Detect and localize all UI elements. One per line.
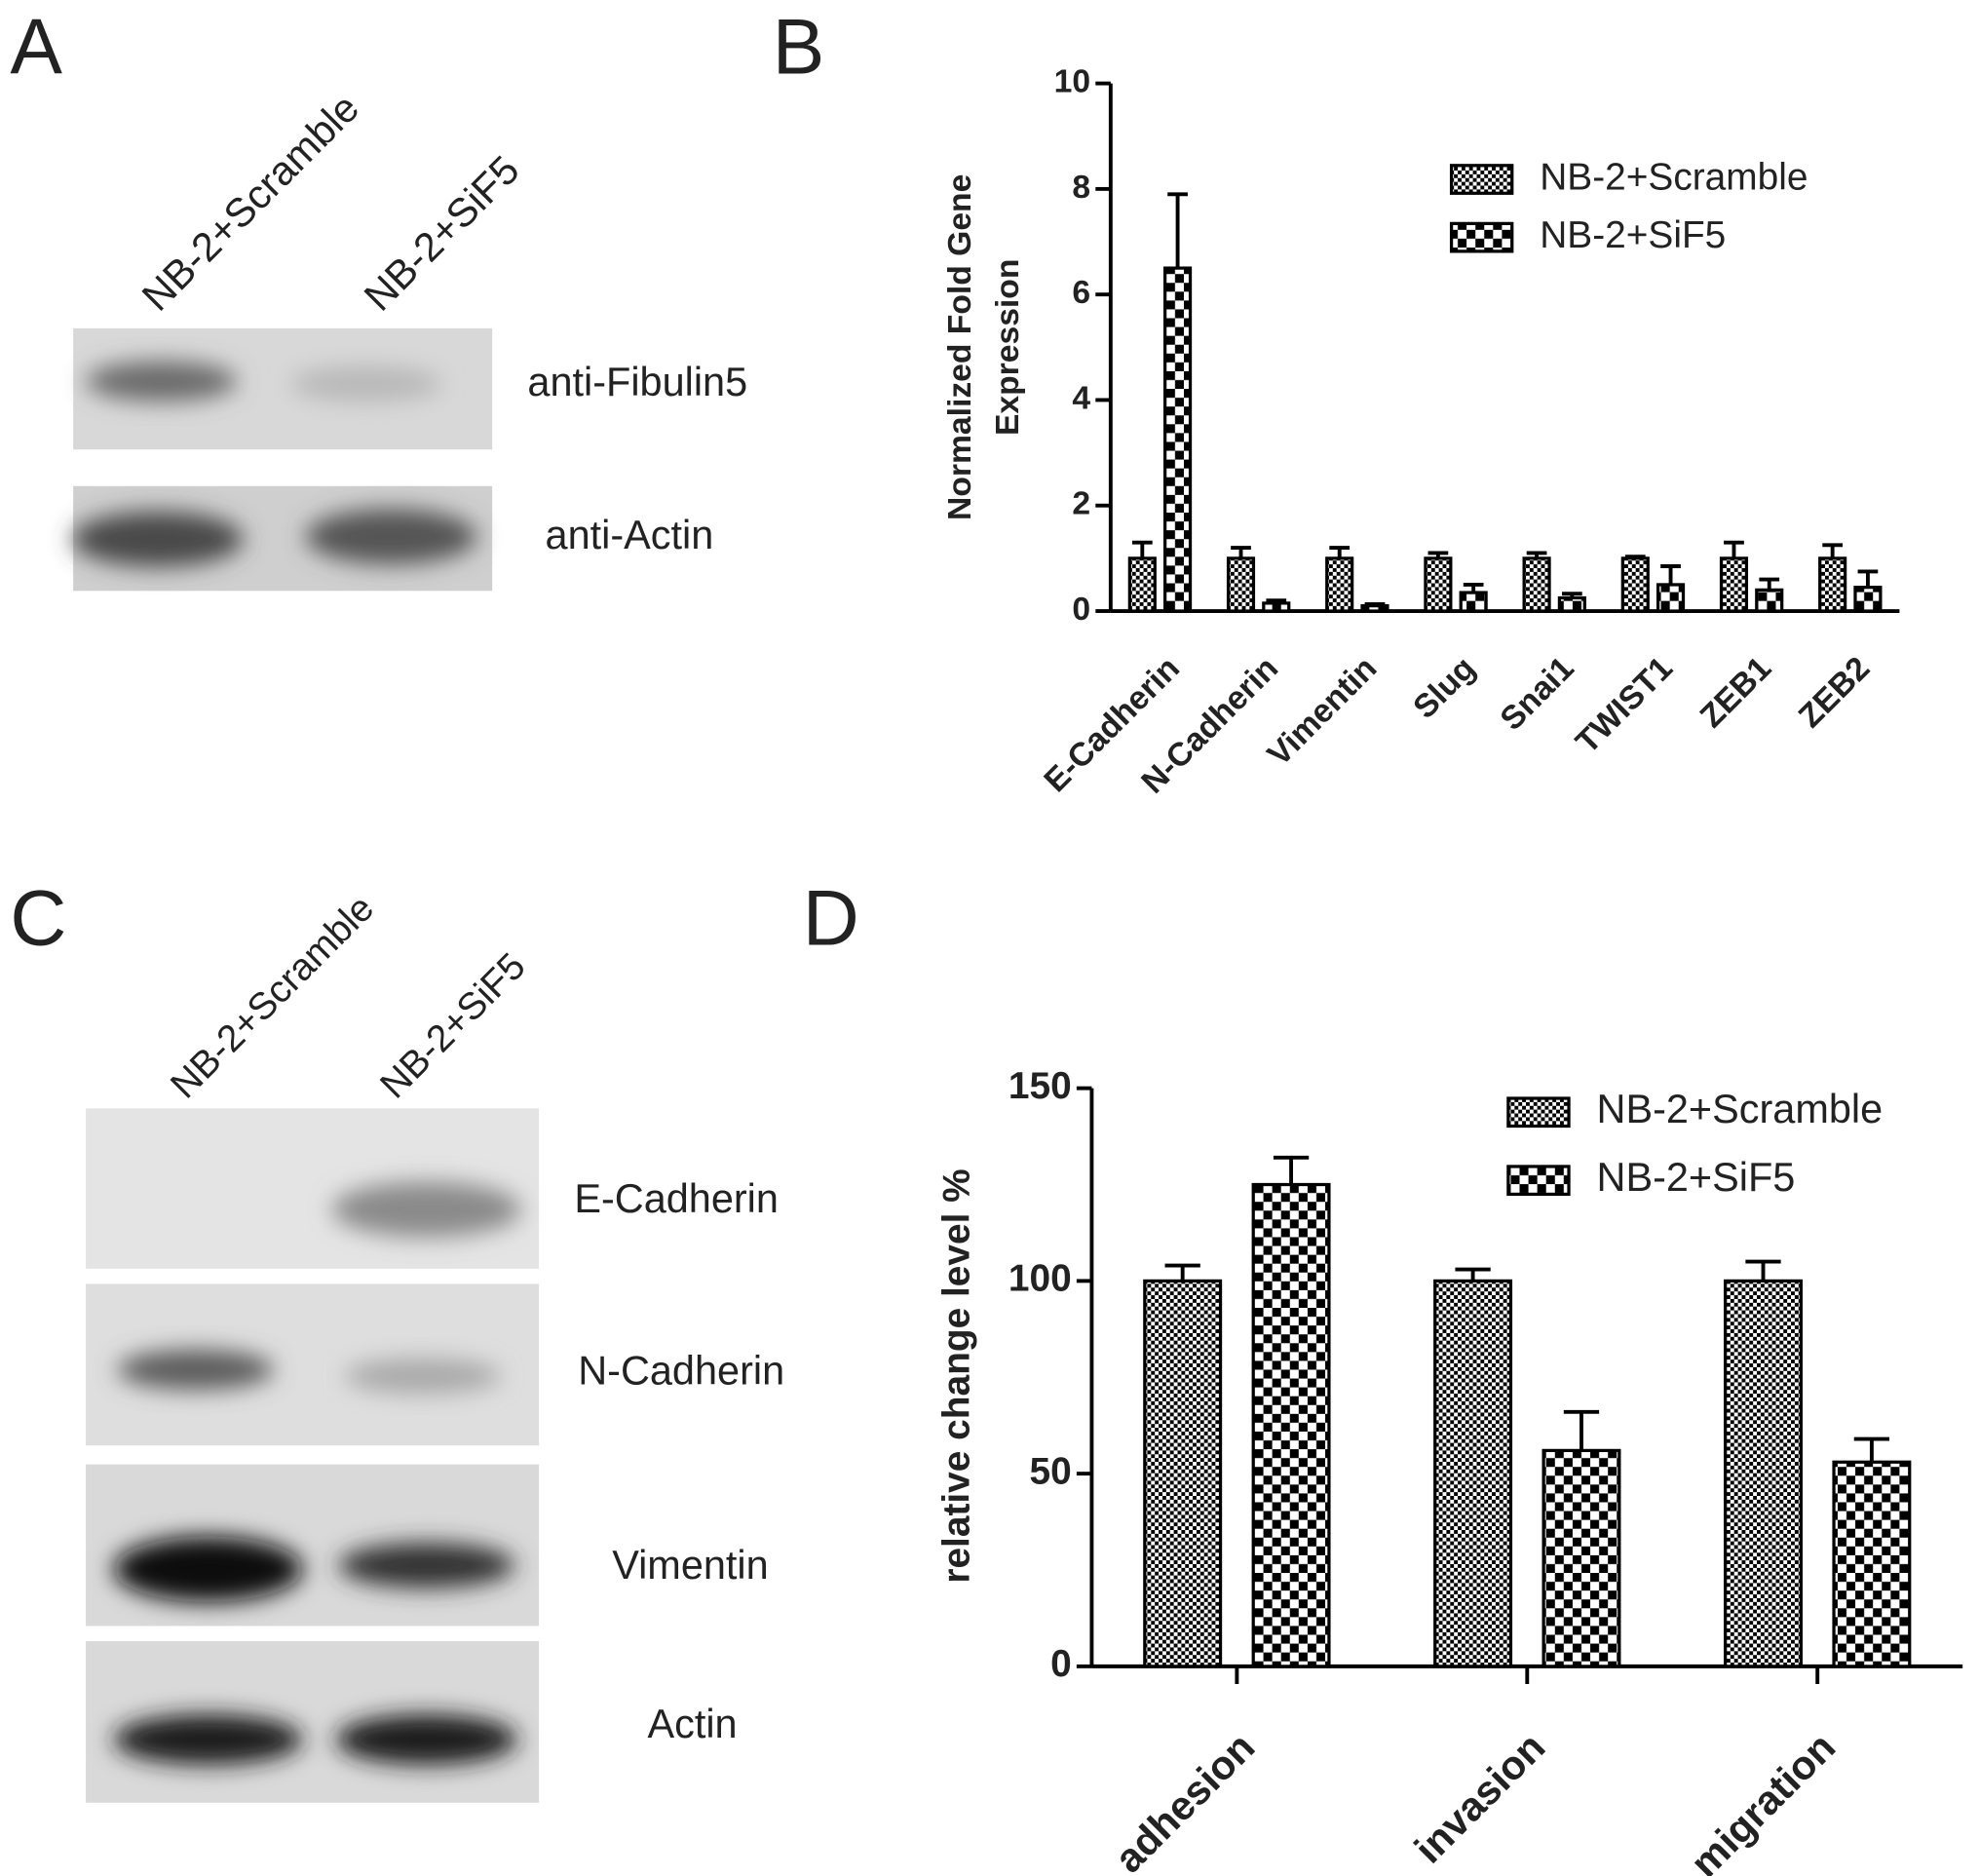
x-tick-label: Snai1 bbox=[1494, 650, 1581, 738]
legend-label: NB-2+Scramble bbox=[1540, 156, 1808, 198]
band bbox=[305, 509, 477, 565]
band bbox=[113, 1714, 303, 1765]
band bbox=[338, 1542, 515, 1589]
bar bbox=[1724, 1279, 1803, 1668]
bar bbox=[1522, 556, 1551, 613]
row-label: Vimentin bbox=[612, 1542, 768, 1588]
row-label: N-Cadherin bbox=[578, 1347, 784, 1393]
x-tick-label: TWIST1 bbox=[1569, 650, 1679, 760]
bar bbox=[1433, 1279, 1513, 1668]
y-tick-label: 0 bbox=[1050, 1643, 1072, 1685]
y-tick-label: 100 bbox=[1009, 1258, 1072, 1300]
y-tick-label: 0 bbox=[1072, 592, 1090, 628]
legend-label: NB-2+SiF5 bbox=[1540, 214, 1726, 256]
legend-label: NB-2+SiF5 bbox=[1597, 1154, 1796, 1200]
bar bbox=[1163, 266, 1193, 613]
lane-label: NB-2+Scramble bbox=[163, 887, 382, 1106]
bar bbox=[1755, 588, 1784, 613]
bar bbox=[1832, 1460, 1912, 1668]
band bbox=[117, 1349, 275, 1391]
panel-letter: C bbox=[10, 874, 66, 962]
bar bbox=[1719, 556, 1749, 613]
bar bbox=[1424, 556, 1453, 613]
lane-label: NB-2+SiF5 bbox=[355, 146, 527, 319]
x-tick-label: Vimentin bbox=[1261, 650, 1384, 773]
y-tick-label: 2 bbox=[1072, 486, 1090, 522]
bar bbox=[1325, 556, 1354, 613]
band bbox=[344, 1358, 502, 1395]
row-label: anti-Fibulin5 bbox=[527, 359, 747, 404]
row-label: anti-Actin bbox=[546, 512, 714, 557]
bar bbox=[1818, 556, 1847, 613]
lane-label: NB-2+SiF5 bbox=[372, 945, 534, 1107]
x-tick-label: migration bbox=[1682, 1723, 1845, 1876]
bar bbox=[1251, 1182, 1331, 1668]
panel-letter: B bbox=[773, 4, 825, 92]
bar bbox=[1143, 1279, 1223, 1668]
x-tick-label: ZEB1 bbox=[1694, 650, 1778, 735]
x-tick-label: Slug bbox=[1407, 650, 1483, 726]
y-tick-label: 8 bbox=[1072, 170, 1090, 206]
legend-swatch bbox=[1449, 164, 1514, 195]
row-label: E-Cadherin bbox=[574, 1175, 779, 1221]
band bbox=[335, 1714, 518, 1765]
bar bbox=[1541, 1448, 1621, 1668]
row-label: Actin bbox=[647, 1701, 737, 1746]
band bbox=[86, 361, 238, 402]
band bbox=[331, 1181, 521, 1238]
y-tick-label: 4 bbox=[1072, 380, 1090, 416]
bar bbox=[1620, 556, 1650, 613]
bar bbox=[1557, 595, 1586, 613]
bar bbox=[1656, 583, 1686, 613]
bar bbox=[1226, 556, 1256, 613]
legend-swatch bbox=[1506, 1096, 1571, 1129]
bar bbox=[1360, 603, 1389, 613]
y-tick-label: 50 bbox=[1029, 1450, 1071, 1492]
y-tick-label: 10 bbox=[1054, 63, 1090, 99]
band bbox=[113, 1536, 303, 1602]
panel-letter: A bbox=[10, 4, 62, 92]
lane-label: NB-2+Scramble bbox=[133, 85, 367, 320]
band bbox=[289, 365, 442, 402]
x-tick-label: invasion bbox=[1405, 1723, 1553, 1871]
x-tick-label: ZEB2 bbox=[1792, 650, 1877, 735]
bar bbox=[1459, 591, 1488, 613]
legend-swatch bbox=[1449, 221, 1514, 253]
y-axis-label: Normalized Fold Gene bbox=[942, 174, 978, 520]
y-axis-label: Expression bbox=[990, 259, 1026, 436]
y-tick-label: 6 bbox=[1072, 275, 1090, 311]
bar bbox=[1127, 556, 1157, 613]
legend-label: NB-2+Scramble bbox=[1597, 1086, 1884, 1131]
bar bbox=[1262, 601, 1291, 613]
bar bbox=[1853, 586, 1883, 613]
band bbox=[71, 511, 244, 567]
y-tick-label: 150 bbox=[1009, 1065, 1072, 1107]
panel-letter: D bbox=[803, 874, 859, 962]
legend-swatch bbox=[1506, 1165, 1571, 1197]
y-axis-label: relative change level % bbox=[936, 1168, 978, 1583]
x-tick-label: adhesion bbox=[1106, 1723, 1264, 1876]
